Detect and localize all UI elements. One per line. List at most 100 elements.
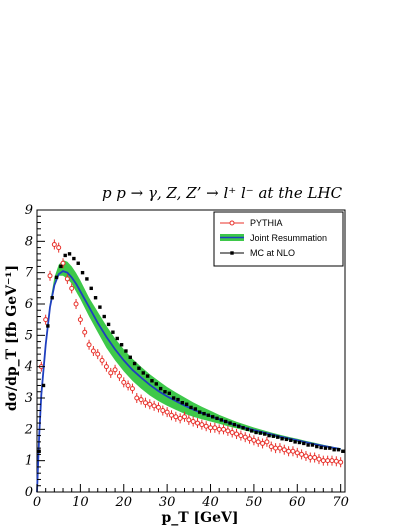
x-tick-label: 20 (114, 495, 132, 510)
legend-label-joint-resummation: Joint Resummation (250, 233, 327, 243)
mc-nlo-point (59, 264, 63, 269)
mc-nlo-point (258, 431, 263, 435)
pythia-point (181, 414, 187, 420)
mc-nlo-point (210, 415, 215, 419)
pythia-point (208, 425, 214, 431)
mc-nlo-point (180, 401, 185, 405)
mc-nlo-point (310, 443, 315, 447)
pythia-point (325, 458, 331, 464)
pythia-point (73, 301, 79, 307)
y-tick-label: 6 (25, 297, 33, 312)
y-tick-label: 4 (24, 360, 33, 375)
mc-nlo-point (50, 296, 54, 300)
pythia-point (277, 445, 283, 451)
y-tick-label: 3 (25, 391, 33, 406)
mc-nlo-point (215, 416, 219, 421)
mc-nlo-point (267, 433, 271, 438)
plot-frame (36, 209, 346, 493)
mc-nlo-point (184, 402, 189, 406)
mc-nlo-point (293, 440, 297, 444)
mc-nlo-point (336, 448, 341, 452)
mc-nlo-point (115, 336, 119, 341)
pythia-point (134, 395, 140, 401)
pythia-point (286, 448, 292, 454)
x-tick-label: 70 (332, 495, 349, 510)
x-tick-label: 60 (289, 495, 306, 510)
mc-nlo-point (106, 322, 111, 327)
mc-nlo-point (46, 324, 50, 328)
pythia-point (142, 400, 148, 406)
mc-nlo-point (128, 355, 132, 359)
mc-nlo-point (284, 437, 289, 442)
mc-nlo-point (145, 374, 150, 378)
pythia-point (281, 447, 287, 453)
x-tick-label: 30 (159, 495, 176, 510)
pythia-point (147, 401, 153, 407)
pythia-point (86, 342, 92, 348)
pythia-point (225, 428, 231, 434)
pythia-point (168, 412, 174, 418)
pythia-point (195, 420, 201, 426)
pythia-point (320, 458, 326, 464)
pythia-point (64, 276, 70, 282)
pythia-point (112, 367, 118, 373)
mc-nlo-point (85, 277, 89, 281)
pythia-point (177, 415, 183, 421)
mc-nlo-point (63, 253, 67, 258)
pythia-point (251, 437, 257, 443)
y-tick-label: 8 (25, 234, 33, 249)
mc-nlo-point (171, 396, 176, 400)
mc-nlo-point (163, 390, 167, 394)
pythia-point (164, 409, 170, 415)
mc-nlo-point (176, 397, 180, 402)
mc-nlo-point (224, 419, 228, 424)
pythia-point (303, 453, 309, 459)
mc-nlo-point (189, 405, 193, 410)
y-tick-label: 2 (24, 422, 33, 437)
pythia-point (203, 423, 209, 429)
x-tick-label: 0 (33, 495, 41, 510)
mc-nlo-point (124, 349, 128, 353)
mc-nlo-point (119, 343, 124, 347)
pythia-point (99, 357, 105, 363)
pythia-point (199, 422, 205, 428)
mc-nlo-point (323, 446, 328, 450)
mc-nlo-point (332, 448, 336, 452)
mc-nlo-point (41, 383, 46, 388)
x-axis-title: p_T [GeV] (161, 510, 238, 526)
y-axis-title: dσ/dp_T [fb GeV⁻¹] (4, 265, 20, 411)
legend-label-mc-at-nlo: MC at NLO (250, 248, 295, 258)
legend-pythia-marker (229, 220, 235, 226)
mc-nlo-point (302, 441, 306, 446)
pythia-point (268, 444, 274, 450)
pythia-point (260, 440, 266, 446)
mc-nlo-point (193, 407, 198, 411)
pythia-point (255, 439, 261, 445)
mc-nlo-point (93, 296, 98, 300)
mc-nlo-point (241, 426, 245, 430)
pythia-point (82, 329, 88, 335)
chart-title: p p → γ, Z, Z’ → l⁺ l⁻ at the LHC (102, 184, 343, 202)
mc-nlo-point (98, 305, 102, 309)
pythia-point (294, 450, 300, 456)
mc-nlo-point (280, 437, 284, 441)
mc-nlo-point (232, 422, 237, 427)
mc-nlo-point (54, 275, 59, 280)
mc-nlo-point (167, 391, 172, 395)
mc-nlo-point (319, 445, 323, 450)
mc-nlo-point (237, 424, 241, 428)
pythia-point (221, 426, 227, 432)
mc-nlo-point (67, 252, 72, 256)
pythia-point (212, 425, 218, 431)
y-tick-label: 1 (25, 454, 33, 469)
legend-mc-marker (230, 251, 234, 255)
pythia-point (307, 455, 313, 461)
legend-label-pythia: PYTHIA (250, 218, 283, 228)
pythia-point (121, 379, 127, 385)
pythia-point (47, 273, 53, 279)
pythia-point (151, 403, 157, 409)
mc-nlo-point (206, 413, 211, 417)
x-tick-label: 10 (72, 495, 89, 510)
mc-nlo-point (263, 432, 267, 436)
mc-nlo-point (89, 286, 93, 291)
